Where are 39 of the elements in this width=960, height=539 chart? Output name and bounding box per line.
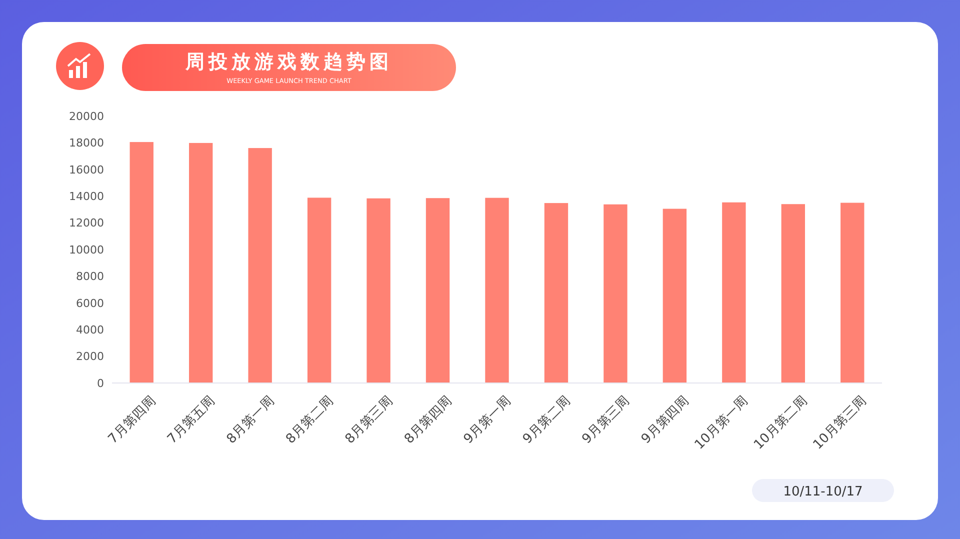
x-tick-label: 10月第三周	[810, 394, 870, 453]
bar	[604, 204, 628, 383]
y-tick-label: 16000	[69, 163, 104, 176]
bar	[189, 142, 213, 383]
y-tick-label: 0	[97, 376, 104, 390]
bar	[781, 204, 805, 383]
x-tick-label: 7月第四周	[106, 394, 159, 447]
bar	[366, 198, 390, 383]
text: 10/11-10/17	[783, 484, 863, 500]
bar	[248, 148, 272, 383]
y-tick-label: 4000	[76, 323, 104, 336]
x-tick-label: 8月第一周	[224, 394, 278, 447]
x-tick-label: 9月第一周	[461, 394, 514, 447]
y-tick-label: 18000	[69, 136, 104, 150]
y-tick-label: 12000	[69, 216, 104, 230]
y-tick-label: 14000	[69, 190, 104, 203]
bar	[485, 198, 509, 383]
bar	[130, 142, 154, 383]
bar	[426, 198, 450, 383]
x-tick-label: 9月第二周	[520, 394, 574, 447]
x-tick-label: 9月第三周	[579, 394, 633, 447]
bar	[662, 208, 687, 383]
x-tick-label: 7月第五周	[164, 394, 218, 447]
y-tick-label: 10000	[69, 243, 104, 256]
bar	[722, 202, 746, 383]
y-tick-label: 2000	[76, 350, 104, 364]
x-tick-label: 8月第二周	[283, 394, 337, 447]
bar	[544, 203, 568, 383]
chart-title: 周投放游戏数趋势图	[184, 51, 392, 73]
y-tick-label: 20000	[69, 110, 104, 123]
x-tick-label: 8月第三周	[342, 394, 396, 447]
bar	[840, 202, 864, 383]
x-tick-label: 10月第一周	[692, 394, 752, 453]
bar	[307, 198, 332, 383]
x-tick-label: 8月第四周	[402, 394, 456, 447]
x-tick-label: 10月第二周	[751, 394, 810, 453]
x-tick-label: 9月第四周	[638, 394, 692, 447]
y-tick-label: 8000	[76, 270, 104, 284]
y-tick-label: 6000	[76, 296, 104, 310]
